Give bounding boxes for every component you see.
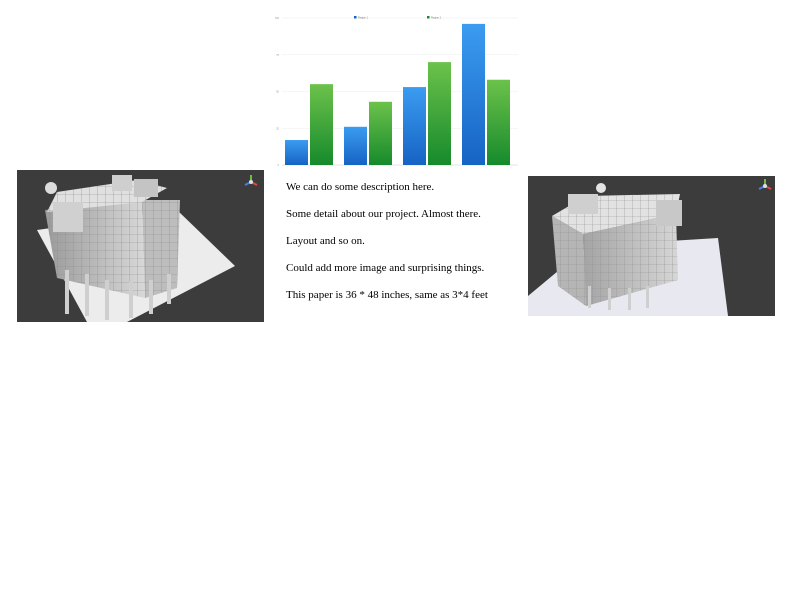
chart-bars — [285, 23, 510, 165]
3d-building-render-icon — [37, 175, 258, 322]
chart-bar — [403, 87, 426, 165]
chart-y-tick-label: 25 — [276, 127, 279, 130]
chart-y-tick-label: 100 — [275, 17, 280, 20]
chart-legend-swatch — [427, 16, 430, 19]
chart-legend-label: Region 1 — [358, 17, 369, 20]
chart-y-tick-label: 75 — [276, 54, 279, 57]
description-line: Some detail about our project. Almost th… — [286, 208, 481, 220]
bar-chart: 0 25 50 75 100 Region 1 Region 2 — [272, 14, 522, 170]
chart-legend: Region 1 Region 2 — [354, 16, 442, 20]
chart-bar — [428, 62, 451, 165]
chart-bar — [487, 79, 510, 165]
building-render-right — [528, 176, 775, 316]
chart-legend-label: Region 2 — [431, 17, 442, 20]
description-text: We can do some description here. Some de… — [286, 180, 526, 315]
chart-legend-swatch — [354, 16, 357, 19]
chart-bar — [344, 126, 367, 165]
bar-chart-svg: 0 25 50 75 100 Region 1 Region 2 — [275, 16, 518, 167]
chart-y-tick-label: 50 — [276, 91, 279, 94]
description-line: Layout and so on. — [286, 235, 365, 247]
3d-building-render-icon — [528, 179, 772, 316]
chart-bar — [310, 84, 333, 165]
chart-bar — [369, 101, 392, 165]
chart-bar — [285, 140, 308, 165]
description-line: We can do some description here. — [286, 181, 435, 193]
description-line: This paper is 36 * 48 inches, same as 3*… — [286, 289, 488, 301]
description-line: Could add more image and surprising thin… — [286, 262, 485, 274]
chart-bar — [462, 23, 485, 165]
chart-y-tick-label: 0 — [278, 164, 280, 167]
building-render-left — [17, 170, 264, 322]
